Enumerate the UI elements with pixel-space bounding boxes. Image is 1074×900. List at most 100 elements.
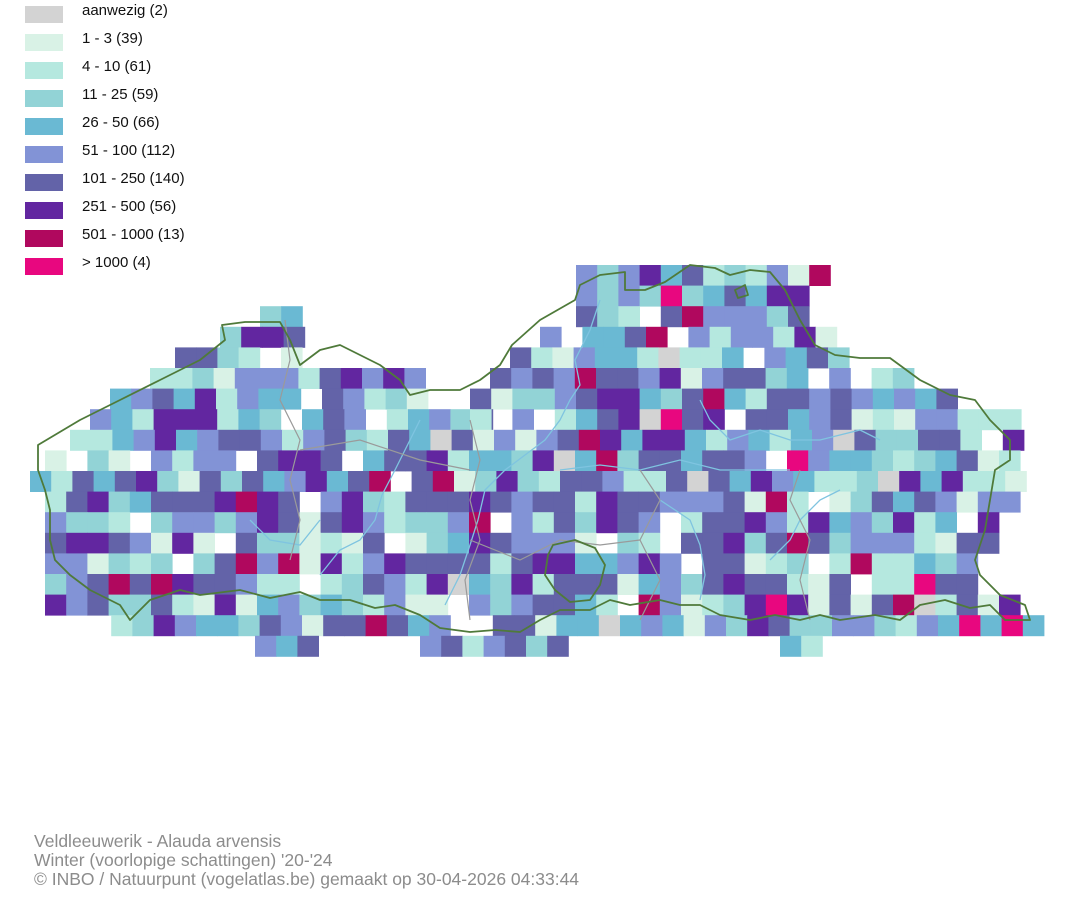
grid-cell xyxy=(875,429,898,451)
grid-cell xyxy=(793,471,815,492)
grid-cell xyxy=(259,615,282,637)
grid-cell xyxy=(835,471,858,492)
grid-cell xyxy=(830,388,852,410)
grid-cell xyxy=(573,347,596,369)
grid-cell xyxy=(363,512,385,534)
grid-cell xyxy=(532,532,555,554)
grid-cell xyxy=(682,285,704,307)
grid-cell xyxy=(744,574,767,595)
grid-cell xyxy=(193,594,215,616)
grid-cell xyxy=(216,388,238,410)
grid-cell xyxy=(278,491,300,513)
grid-cell xyxy=(45,594,67,616)
grid-cell xyxy=(262,326,284,348)
grid-cell xyxy=(851,409,874,431)
grid-cell xyxy=(766,388,789,410)
grid-cell xyxy=(511,368,533,389)
grid-cell xyxy=(829,491,851,513)
grid-cell xyxy=(257,553,279,575)
grid-cell xyxy=(638,553,661,575)
grid-cell xyxy=(700,347,723,369)
grid-cell xyxy=(260,429,283,451)
grid-cell xyxy=(323,409,345,431)
grid-cells xyxy=(30,265,1045,657)
grid-cell xyxy=(213,368,236,389)
grid-cell xyxy=(320,594,343,616)
grid-cell xyxy=(532,512,555,534)
grid-cell xyxy=(108,553,131,575)
grid-cell xyxy=(702,512,724,534)
grid-cell xyxy=(772,471,794,492)
grid-cell xyxy=(411,471,434,492)
grid-cell xyxy=(662,615,684,637)
grid-cell xyxy=(66,532,88,554)
grid-cell xyxy=(132,409,154,431)
grid-cell xyxy=(114,471,137,492)
legend-swatch xyxy=(25,174,63,191)
grid-cell xyxy=(659,450,682,472)
grid-cell xyxy=(617,491,639,513)
grid-cell xyxy=(618,306,640,328)
grid-cell xyxy=(235,532,258,554)
grid-cell xyxy=(702,532,724,554)
grid-cell xyxy=(935,574,957,595)
grid-cell xyxy=(255,635,277,657)
grid-cell xyxy=(895,615,918,637)
grid-cell xyxy=(426,512,449,534)
grid-cell xyxy=(432,471,455,492)
grid-cell xyxy=(893,574,915,595)
legend-item: 251 - 500 (56) xyxy=(25,196,285,224)
grid-cell xyxy=(603,326,626,348)
grid-cell xyxy=(624,326,647,348)
grid-cell xyxy=(850,491,873,513)
grid-cell xyxy=(723,491,745,513)
grid-cell xyxy=(447,532,470,554)
grid-cell xyxy=(554,409,577,431)
grid-cell xyxy=(217,615,239,637)
grid-cell xyxy=(469,553,491,575)
legend-swatch xyxy=(25,230,63,247)
grid-cell xyxy=(492,615,515,637)
grid-cell xyxy=(176,429,198,451)
grid-cell xyxy=(341,574,364,595)
grid-cell xyxy=(151,512,173,534)
grid-cell xyxy=(894,388,916,410)
grid-cell xyxy=(597,306,619,328)
grid-cell xyxy=(666,471,688,492)
grid-cell xyxy=(536,429,558,451)
grid-cell xyxy=(850,553,873,575)
grid-cell xyxy=(70,429,92,451)
grid-cell xyxy=(744,512,767,534)
grid-cell xyxy=(617,553,639,575)
grid-cell xyxy=(833,429,855,451)
legend-label: 26 - 50 (66) xyxy=(82,114,160,131)
grid-cell xyxy=(364,388,386,410)
grid-cell xyxy=(108,512,131,534)
grid-cell xyxy=(828,347,850,369)
grid-cell xyxy=(483,635,506,657)
legend-item: 4 - 10 (61) xyxy=(25,56,285,84)
grid-cell xyxy=(1005,471,1027,492)
grid-cell xyxy=(1001,615,1024,637)
grid-cell xyxy=(794,326,816,348)
grid-cell xyxy=(257,512,279,534)
grid-cell xyxy=(977,491,1000,513)
legend-swatch xyxy=(25,62,63,79)
grid-cell xyxy=(193,512,215,534)
grid-cell xyxy=(617,532,639,554)
grid-cell xyxy=(45,532,67,554)
grid-cell xyxy=(724,388,746,410)
grid-cell xyxy=(384,450,406,472)
grid-cell xyxy=(175,347,197,369)
grid-cell xyxy=(582,326,604,348)
grid-cell xyxy=(257,594,279,616)
grid-cell xyxy=(553,553,576,575)
grid-cell xyxy=(806,347,829,369)
grid-cell xyxy=(278,574,300,595)
grid-cell xyxy=(494,429,516,451)
grid-cell xyxy=(196,347,218,369)
grid-cell xyxy=(575,553,597,575)
grid-cell xyxy=(93,471,116,492)
grid-cell xyxy=(469,594,491,616)
grid-cell xyxy=(259,409,282,431)
